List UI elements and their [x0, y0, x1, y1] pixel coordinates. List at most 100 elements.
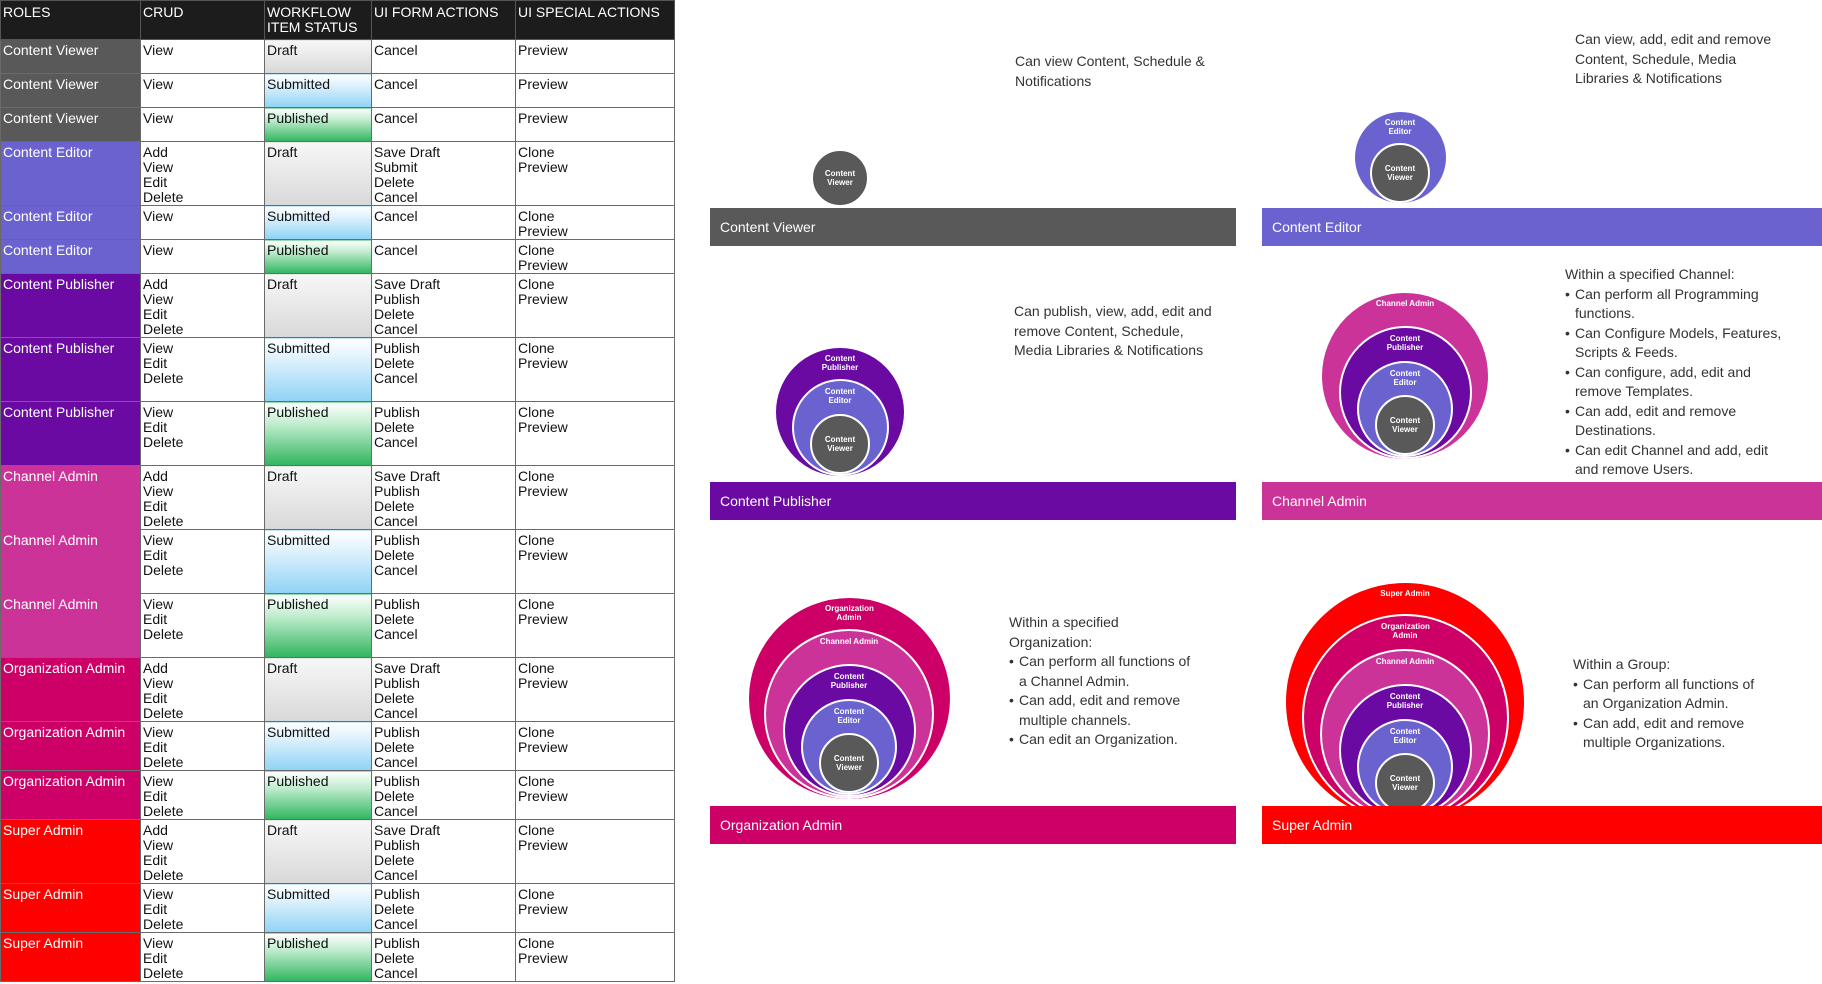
crud-cell: View [140, 205, 265, 240]
status-cell: Draft [264, 657, 372, 722]
header-ui-special-actions: UI SPECIAL ACTIONS [515, 0, 675, 40]
form-actions-cell: Save Draft Publish Delete Cancel [371, 465, 516, 530]
role-cell: Channel Admin [0, 593, 141, 658]
form-actions-cell-line: Delete [374, 419, 415, 435]
form-actions-cell-line: Save Draft [374, 660, 441, 676]
crud-cell: Add View Edit Delete [140, 819, 265, 884]
special-actions-cell-line: Clone [518, 935, 555, 951]
description-bullet: Can Configure Models, Features, Scripts … [1565, 324, 1795, 363]
table-row: Super Admin View Edit Delete Submitted Publis… [0, 883, 675, 933]
form-actions-cell: Publish Delete Cancel [371, 932, 516, 982]
form-actions-cell-line: Publish [374, 291, 420, 307]
crud-cell-line: Delete [143, 370, 184, 386]
form-actions-cell-line: Publish [374, 340, 420, 356]
table-row: Channel Admin Add View Edit Delete Draft Save … [0, 465, 675, 530]
form-actions-cell-line: Publish [374, 532, 420, 548]
content-publisher-description-intro: Can publish, view, add, edit and remove … [1014, 303, 1212, 358]
form-actions-cell-line: Save Draft [374, 276, 441, 292]
crud-cell-line: View [143, 773, 174, 789]
form-actions-cell-line: Delete [374, 690, 415, 706]
crud-cell-line: Delete [143, 562, 184, 578]
form-actions-cell-line: Cancel [374, 965, 418, 981]
crud-cell-line: View [143, 76, 174, 92]
role-cell: Content Viewer [0, 107, 141, 142]
form-actions-cell-line: Cancel [374, 110, 418, 126]
form-actions-cell: Publish Delete Cancel [371, 529, 516, 594]
form-actions-cell-line: Delete [374, 355, 415, 371]
description-bullet: Can perform all functions of a Channel A… [1009, 652, 1199, 691]
special-actions-cell: Clone Preview [515, 721, 675, 771]
special-actions-cell-line: Clone [518, 822, 555, 838]
special-actions-cell: Preview [515, 107, 675, 142]
content-editor-bar: Content Editor [1262, 208, 1822, 246]
special-actions-cell: Clone Preview [515, 465, 675, 530]
crud-cell-line: Delete [143, 321, 184, 337]
crud-cell-line: Add [143, 660, 168, 676]
crud-cell-line: View [143, 886, 174, 902]
crud-cell-line: View [143, 291, 174, 307]
special-actions-cell: Clone Preview [515, 819, 675, 884]
crud-cell: View [140, 73, 265, 108]
organization-admin-description: Within a specified Organization:Can perf… [1009, 613, 1199, 750]
special-actions-cell-line: Preview [518, 355, 568, 371]
channel-admin-ring-label: Content Publisher [1386, 334, 1424, 352]
crud-cell-line: View [143, 532, 174, 548]
form-actions-cell-line: Cancel [374, 626, 418, 642]
special-actions-cell-line: Clone [518, 532, 555, 548]
role-cell: Super Admin [0, 819, 141, 884]
description-bullet: Can configure, add, edit and remove Temp… [1565, 363, 1795, 402]
form-actions-cell-line: Cancel [374, 42, 418, 58]
crud-cell-line: Edit [143, 901, 168, 917]
special-actions-cell-line: Clone [518, 242, 555, 258]
organization-admin-description-list: Can perform all functions of a Channel A… [1009, 652, 1199, 750]
content-viewer-ring-content-viewer [811, 149, 869, 207]
description-bullet: Can add, edit and remove Destinations. [1565, 402, 1795, 441]
crud-cell-line: View [143, 837, 174, 853]
special-actions-cell: Clone Preview [515, 273, 675, 338]
crud-cell-line: View [143, 596, 174, 612]
form-actions-cell-line: Cancel [374, 242, 418, 258]
form-actions-cell-line: Delete [374, 306, 415, 322]
special-actions-cell-line: Preview [518, 837, 568, 853]
super-admin-description-list: Can perform all functions of an Organiza… [1573, 675, 1763, 753]
crud-cell-line: Edit [143, 950, 168, 966]
organization-admin-ring-label: Organization Admin [825, 603, 874, 622]
crud-cell: View Edit Delete [140, 401, 265, 466]
form-actions-cell-line: Cancel [374, 803, 418, 819]
crud-cell: View [140, 39, 265, 74]
organization-admin-ring-label: Content Publisher [830, 671, 868, 690]
super-admin-ring-label: Content Viewer [1389, 774, 1421, 792]
content-publisher-description: Can publish, view, add, edit and remove … [1014, 302, 1214, 361]
crud-cell: View Edit Delete [140, 932, 265, 982]
special-actions-cell-line: Clone [518, 596, 555, 612]
special-actions-cell-line: Clone [518, 276, 555, 292]
special-actions-cell: Clone Preview [515, 141, 675, 206]
status-cell: Submitted [264, 73, 372, 108]
content-publisher-ring-label: Content Editor [824, 387, 856, 405]
super-admin-ring-content-viewer [1375, 753, 1435, 813]
special-actions-cell: Clone Preview [515, 657, 675, 722]
crud-cell-line: View [143, 675, 174, 691]
form-actions-cell: Cancel [371, 239, 516, 274]
special-actions-cell: Clone Preview [515, 239, 675, 274]
form-actions-cell-line: Delete [374, 852, 415, 868]
form-actions-cell-line: Publish [374, 837, 420, 853]
header-crud: CRUD [140, 0, 265, 40]
table-row: Content Publisher Add View Edit Delete Draft S… [0, 273, 675, 338]
description-bullet: Can perform all Programming functions. [1565, 285, 1795, 324]
content-editor-ring-content-viewer [1370, 142, 1430, 203]
crud-cell-line: View [143, 159, 174, 175]
channel-admin-bar: Channel Admin [1262, 482, 1822, 520]
special-actions-cell-line: Clone [518, 724, 555, 740]
content-viewer-description-intro: Can view Content, Schedule & Notificatio… [1015, 53, 1205, 89]
form-actions-cell-line: Delete [374, 547, 415, 563]
organization-admin-bar: Organization Admin [710, 806, 1236, 844]
form-actions-cell-line: Cancel [374, 705, 418, 721]
role-cell: Content Viewer [0, 39, 141, 74]
table-body: Content Viewer View Draft Cancel Preview Cont… [0, 39, 675, 982]
role-cell: Content Publisher [0, 401, 141, 466]
special-actions-cell-line: Preview [518, 547, 568, 563]
table-row: Channel Admin View Edit Delete Submitted Publ… [0, 529, 675, 594]
channel-admin-description-intro: Within a specified Channel: [1565, 266, 1735, 282]
table-row: Content Editor View Published Cancel Clone Pr… [0, 239, 675, 274]
